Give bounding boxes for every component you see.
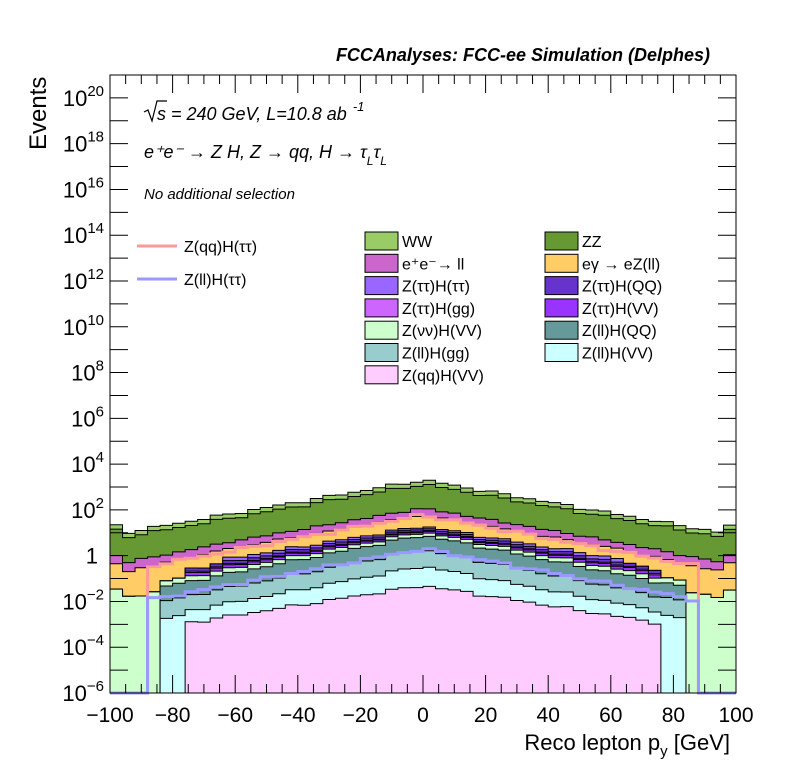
overlay-line-z-qq-h- [110, 513, 736, 695]
annotation-energy-exp: -1 [353, 99, 365, 114]
legend-entry-label: Z(ττ)H(QQ) [582, 279, 662, 296]
legend-entry-label: Z(ττ)H(ττ) [402, 279, 470, 296]
legend-swatch [544, 343, 579, 362]
x-tick-label: 20 [474, 704, 497, 727]
x-tick-label: 0 [417, 704, 429, 727]
legend-entry-label: Z(ll)H(VV) [582, 346, 653, 363]
x-tick-label: 60 [599, 704, 622, 727]
y-axis-label: Events [25, 77, 52, 150]
legend-swatch [544, 253, 579, 273]
x-axis-label: Reco lepton py [GeV] [524, 730, 730, 760]
legend-entry-label: eγ → eZ(ll) [582, 256, 660, 273]
y-tick-label: 108 [71, 358, 104, 386]
y-tick-label: 10−6 [62, 678, 104, 706]
x-axis-label-unit: [GeV] [668, 730, 730, 755]
annotation-energy: s = 240 GeV, L=10.8 ab -1 [143, 99, 364, 124]
x-axis-label-main: Reco lepton p [524, 730, 660, 755]
y-tick-label: 102 [71, 495, 104, 523]
annotation-process-sub2: L [380, 154, 387, 168]
stacked-histograms [109, 479, 737, 694]
legend-entry-label: ZZ [582, 234, 602, 251]
legend-swatch [364, 253, 399, 273]
legend: Z(qq)H(ττ) Z(ll)H(ττ) WW e⁺e⁻→ ll Z(ττ)H(ττ)… [137, 231, 662, 385]
sqrt-icon [143, 100, 167, 124]
annotation-selection: No additional selection [144, 186, 295, 203]
legend-swatch [364, 365, 399, 385]
annotation-process-sub1: L [367, 154, 374, 168]
x-tick-label: −80 [155, 704, 191, 727]
legend-swatch [544, 231, 579, 251]
legend-entry-label: Z(ll)H(gg) [402, 346, 470, 363]
x-tick-label: −20 [343, 704, 379, 727]
x-axis-ticks: −100 −80 −60 −40 −20 0 20 40 60 80 100 [86, 75, 754, 727]
y-tick-label: 1014 [63, 220, 104, 248]
legend-swatch [544, 320, 579, 340]
y-tick-label: 1 [86, 544, 98, 569]
annotation-energy-text: s = 240 GeV, L=10.8 ab [157, 104, 347, 124]
legend-entry-label: Z(qq)H(VV) [402, 368, 484, 385]
stack-layer-z-qq-h-vv- [110, 585, 736, 694]
annotation-process-mid: τ [373, 142, 381, 162]
x-tick-label: 100 [718, 704, 753, 727]
x-tick-label: 40 [537, 704, 560, 727]
legend-swatch [544, 298, 579, 318]
y-tick-label: 1012 [63, 266, 104, 294]
legend-entry-label: Z(ll)H(QQ) [582, 323, 657, 340]
x-tick-label: −40 [280, 704, 316, 727]
y-tick-label: 10−4 [62, 632, 104, 660]
svg-text:s = 240 GeV, L=10.8 ab-1: s = 240 GeV, L=10.8 ab -1 [157, 99, 364, 124]
y-axis-ticks: 10−6 10−4 10−2 1 102 104 106 108 1010 1012 1014 101… [62, 74, 736, 706]
legend-swatch [364, 276, 399, 296]
legend-swatch [364, 231, 399, 251]
y-tick-label: 106 [71, 403, 104, 431]
annotation-process-text: e⁺e⁻ → Z H, Z → qq, H → τ [144, 142, 368, 162]
x-axis-label-sub: y [660, 743, 668, 760]
chart-title: FCCAnalyses: FCC-ee Simulation (Delphes) [336, 45, 710, 65]
legend-swatch [364, 343, 399, 362]
y-tick-label: 1018 [63, 129, 104, 157]
overlay-line-z-ll-h- [110, 547, 736, 695]
legend-entry-label: WW [402, 234, 433, 251]
overlay-lines [110, 513, 736, 695]
y-tick-label: 1010 [63, 312, 104, 340]
annotation-process: e⁺e⁻ → Z H, Z → qq, H → τLτL [144, 142, 387, 168]
legend-entry-label: e⁺e⁻→ ll [402, 256, 464, 273]
legend-swatch [544, 276, 579, 296]
y-tick-label: 10−2 [62, 586, 104, 614]
legend-entry-label: Z(ττ)H(VV) [582, 301, 659, 318]
legend-entry-label: Z(νν)H(VV) [402, 323, 482, 340]
x-tick-label: 80 [662, 704, 685, 727]
y-tick-label: 1016 [63, 174, 104, 202]
legend-entry-label: Z(ll)H(ττ) [184, 272, 246, 289]
legend-entry-label: Z(ττ)H(gg) [402, 301, 475, 318]
x-tick-label: −60 [217, 704, 253, 727]
legend-swatch [364, 320, 399, 340]
y-tick-label: 1020 [63, 83, 104, 111]
legend-entry-label: Z(qq)H(ττ) [184, 239, 257, 256]
legend-swatch [364, 298, 399, 318]
x-tick-label: −100 [86, 704, 133, 727]
y-tick-label: 104 [71, 449, 104, 477]
